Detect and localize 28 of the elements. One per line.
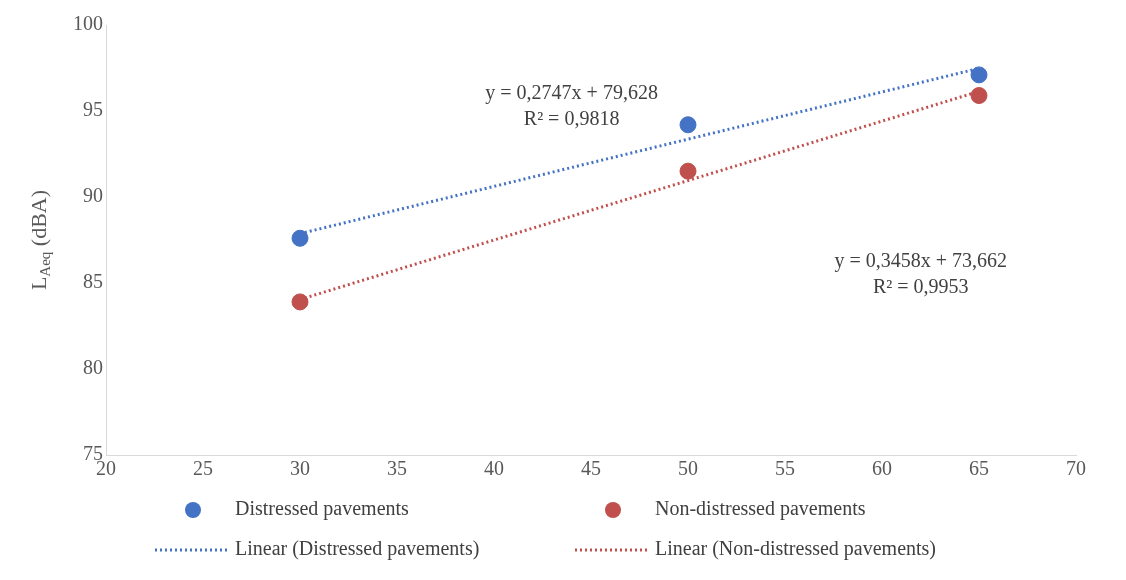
x-tick-label: 65 xyxy=(969,457,989,480)
annotation: y = 0,3458x + 73,662 R² = 0,9953 xyxy=(834,248,1008,297)
point xyxy=(679,116,697,134)
x-tick-label: 30 xyxy=(290,457,310,480)
annotation: y = 0,2747x + 79,628 R² = 0,9818 xyxy=(485,81,658,130)
legend-label: Non-distressed pavements xyxy=(655,497,866,521)
y-tick-label: 85 xyxy=(83,270,103,293)
point xyxy=(291,293,309,311)
legend-label: Distressed pavements xyxy=(235,497,410,521)
y-axis-title: LAeq (dBA) xyxy=(25,189,53,291)
x-tick-label: 50 xyxy=(678,457,698,480)
legend-label: Linear (Distressed pavements) xyxy=(235,537,480,561)
y-tick-label: 100 xyxy=(73,12,103,35)
x-tick-label: 60 xyxy=(872,457,892,480)
y-tick-label: 80 xyxy=(83,356,103,379)
x-tick-label: 35 xyxy=(387,457,407,480)
y-tick-label: 95 xyxy=(83,98,103,121)
x-tick-label: 45 xyxy=(581,457,601,480)
point xyxy=(970,87,988,105)
x-tick-label: 25 xyxy=(193,457,213,480)
point xyxy=(970,66,988,84)
legend-label: Linear (Non-distressed pavements) xyxy=(655,537,937,561)
point xyxy=(679,162,697,180)
y-tick-label: 90 xyxy=(83,184,103,207)
point xyxy=(291,229,309,247)
x-tick-label: 55 xyxy=(775,457,795,480)
x-tick-label: 70 xyxy=(1066,457,1086,480)
x-tick-label: 40 xyxy=(484,457,504,480)
